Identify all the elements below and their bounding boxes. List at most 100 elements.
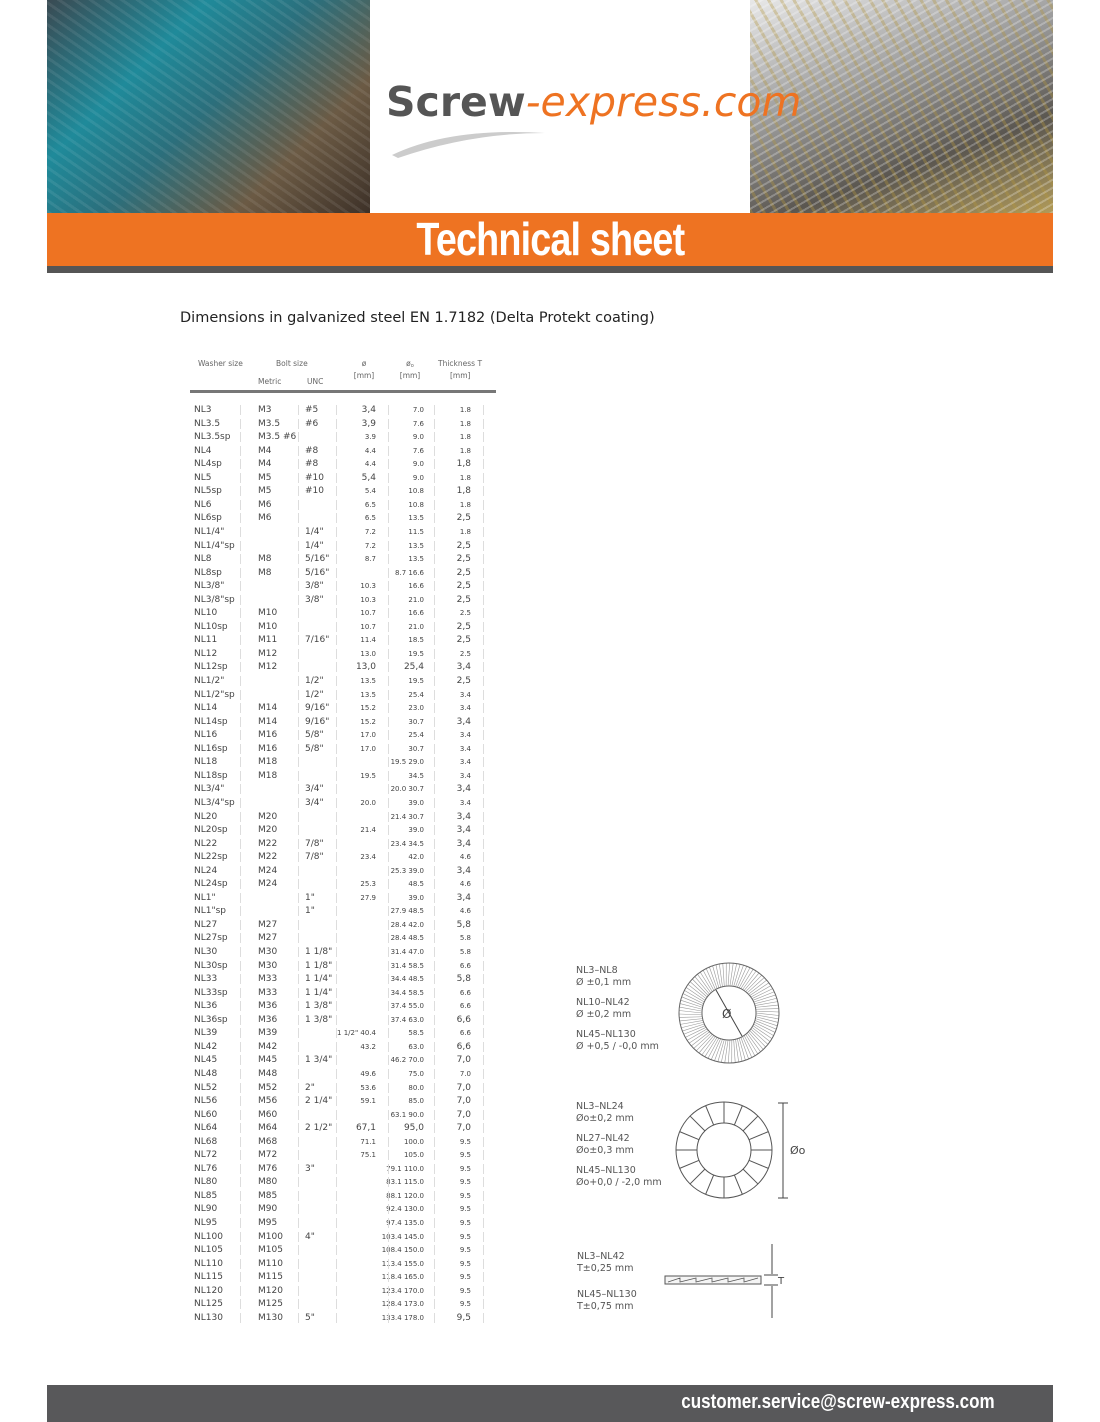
column-separator xyxy=(434,1109,435,1120)
column-separator xyxy=(336,1068,337,1079)
cell-washer-size: NL80 xyxy=(194,1177,218,1188)
column-separator xyxy=(240,1068,241,1079)
column-separator xyxy=(388,648,389,659)
cell-unc: 1 1/4" xyxy=(305,974,333,985)
column-separator xyxy=(298,621,299,632)
cell-outer-diameter: 46.2 70.0 xyxy=(390,1056,424,1065)
cell-washer-size: NL14sp xyxy=(194,716,228,727)
cell-inner-diameter: 6.5 xyxy=(364,514,376,523)
column-separator xyxy=(388,1272,389,1283)
table-row: NL48 M48 49.6 75.0 7.0 xyxy=(188,1068,498,1081)
cell-inner-diameter: 53.6 xyxy=(360,1083,376,1092)
cell-unc: 1/2" xyxy=(305,676,324,686)
column-separator xyxy=(388,1041,389,1052)
column-separator xyxy=(434,581,435,592)
column-separator xyxy=(336,608,337,619)
table-row: NL33 M33 1 1/4" 34.4 48.5 5,8 xyxy=(188,973,498,986)
column-separator xyxy=(483,879,484,890)
column-separator xyxy=(336,1218,337,1228)
column-separator xyxy=(388,703,389,714)
table-row: NL80 M80 83.1 115.0 9.5 xyxy=(188,1176,498,1189)
table-row: NL60 M60 63.1 90.0 7,0 xyxy=(188,1109,498,1122)
cell-metric: M24 xyxy=(258,865,278,876)
logo: Screw-express.com xyxy=(386,78,802,126)
cell-metric: M24 xyxy=(258,879,278,890)
cell-inner-diameter: 13,0 xyxy=(355,662,376,673)
tolerance-note: Øo+0,0 / -2,0 mm xyxy=(576,1177,662,1188)
column-separator xyxy=(483,554,484,565)
column-separator xyxy=(483,648,484,659)
cell-washer-size: NL16sp xyxy=(194,743,228,754)
cell-washer-size: NL30sp xyxy=(194,960,228,971)
column-separator xyxy=(483,1231,484,1242)
cell-metric: M6 xyxy=(258,499,272,510)
cell-washer-size: NL3/4"sp xyxy=(194,797,235,808)
header-d-unit: [mm] xyxy=(353,371,375,380)
cell-outer-diameter: 92.4 130.0 xyxy=(386,1205,424,1214)
column-separator xyxy=(388,852,389,863)
table-row: NL4 M4 #8 4.4 7.6 1.8 xyxy=(188,445,498,458)
column-separator xyxy=(298,825,299,836)
column-separator xyxy=(434,892,435,903)
column-separator xyxy=(298,730,299,741)
cell-inner-diameter: 13.0 xyxy=(360,649,376,658)
column-separator xyxy=(434,852,435,863)
column-separator xyxy=(240,852,241,863)
table-row: NL3.5sp M3.5 #6 3.9 9.0 1.8 xyxy=(188,431,498,444)
header-bolt-size: Bolt size xyxy=(276,359,308,368)
cell-inner-diameter: 27.9 xyxy=(360,893,376,902)
column-separator xyxy=(336,1028,337,1039)
column-separator xyxy=(388,1204,389,1215)
cell-inner-diameter: 8.7 xyxy=(364,555,376,564)
cell-outer-diameter: 20.0 30.7 xyxy=(390,785,424,794)
cell-thickness: 9.5 xyxy=(459,1273,471,1282)
cell-unc: 2" xyxy=(305,1082,315,1093)
column-separator xyxy=(483,472,484,483)
table-row: NL16sp M16 5/8" 17.0 30.7 3.4 xyxy=(188,743,498,756)
contact-email[interactable]: customer.service@screw-express.com xyxy=(681,1391,995,1413)
cell-unc: 9/16" xyxy=(305,716,330,727)
cell-thickness: 6,6 xyxy=(456,1041,471,1052)
table-row: NL1/4"sp 1/4" 7.2 13.5 2,5 xyxy=(188,540,498,553)
column-separator xyxy=(483,1001,484,1012)
column-separator xyxy=(483,906,484,917)
column-separator xyxy=(298,933,299,944)
tolerance-note: NL45–NL130 xyxy=(576,1165,636,1176)
table-row: NL90 M90 92.4 130.0 9.5 xyxy=(188,1203,498,1216)
column-separator xyxy=(434,825,435,836)
cell-outer-diameter: 100.0 xyxy=(403,1137,424,1146)
cell-inner-diameter: 7.2 xyxy=(364,541,376,550)
column-separator xyxy=(336,919,337,930)
cell-thickness: 2.5 xyxy=(459,609,471,618)
column-separator xyxy=(336,513,337,524)
column-separator xyxy=(298,1028,299,1039)
cell-thickness: 3,4 xyxy=(456,784,471,795)
cell-metric: M115 xyxy=(258,1272,283,1283)
cell-washer-size: NL4 xyxy=(194,445,212,456)
washer-outer-diameter-drawing: Øo xyxy=(675,1101,806,1199)
column-separator xyxy=(240,987,241,998)
column-separator xyxy=(240,1123,241,1134)
column-separator xyxy=(483,730,484,741)
column-separator xyxy=(336,811,337,822)
cell-outer-diameter: 19.5 xyxy=(408,649,424,658)
column-separator xyxy=(483,703,484,714)
tolerance-note: Ø +0,5 / -0,0 mm xyxy=(576,1041,659,1052)
column-separator xyxy=(388,1123,389,1134)
column-separator xyxy=(240,960,241,971)
cell-metric: M45 xyxy=(258,1055,278,1066)
cell-metric: M30 xyxy=(258,947,278,957)
cell-outer-diameter: 123.4 170.0 xyxy=(381,1286,424,1295)
table-row: NL4sp M4 #8 4.4 9.0 1,8 xyxy=(188,458,498,471)
cell-metric: M72 xyxy=(258,1150,278,1161)
cell-unc: 1 3/8" xyxy=(305,1014,333,1025)
cell-thickness: 3,4 xyxy=(456,811,471,822)
cell-thickness: 1.8 xyxy=(459,527,471,536)
cell-metric: M42 xyxy=(258,1041,278,1052)
column-separator xyxy=(434,499,435,510)
column-separator xyxy=(336,743,337,754)
cell-washer-size: NL100 xyxy=(194,1231,223,1242)
column-separator xyxy=(240,1014,241,1025)
cell-thickness: 1.8 xyxy=(459,433,471,442)
cell-metric: M10 xyxy=(258,621,278,632)
